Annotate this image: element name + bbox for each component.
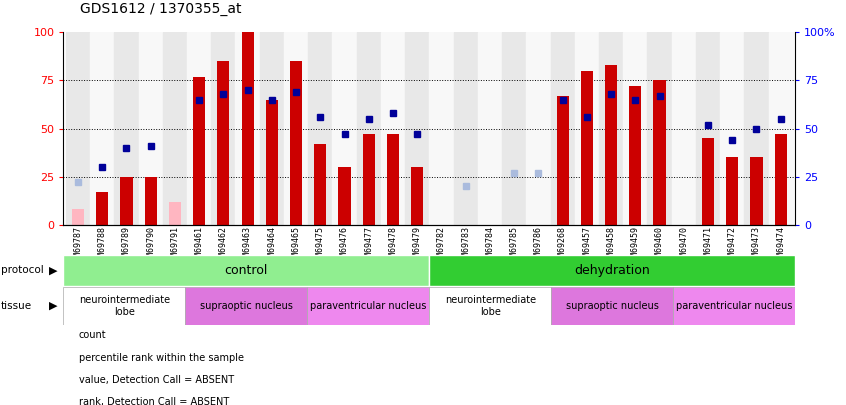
Text: percentile rank within the sample: percentile rank within the sample: [79, 353, 244, 362]
Bar: [381, 32, 405, 225]
Bar: [212, 32, 235, 225]
Bar: [429, 287, 552, 325]
Bar: [551, 32, 574, 225]
Bar: [478, 32, 502, 225]
Text: neurointermediate
lobe: neurointermediate lobe: [445, 295, 536, 317]
Bar: [284, 32, 308, 225]
Bar: [720, 32, 744, 225]
Bar: [526, 32, 551, 225]
Bar: [750, 158, 762, 225]
Text: paraventricular nucleus: paraventricular nucleus: [676, 301, 793, 311]
Bar: [696, 32, 720, 225]
Bar: [120, 177, 133, 225]
Bar: [557, 96, 569, 225]
Text: rank, Detection Call = ABSENT: rank, Detection Call = ABSENT: [79, 397, 229, 405]
Text: paraventricular nucleus: paraventricular nucleus: [310, 301, 426, 311]
Bar: [72, 209, 84, 225]
Bar: [162, 32, 187, 225]
Bar: [726, 158, 739, 225]
Bar: [552, 287, 673, 325]
Bar: [768, 32, 793, 225]
Bar: [673, 287, 795, 325]
Bar: [387, 134, 399, 225]
Bar: [599, 32, 624, 225]
Bar: [290, 61, 302, 225]
Text: GDS1612 / 1370355_at: GDS1612 / 1370355_at: [80, 2, 242, 16]
Bar: [307, 287, 429, 325]
Text: protocol: protocol: [1, 265, 44, 275]
Bar: [363, 134, 375, 225]
Bar: [357, 32, 381, 225]
Bar: [242, 32, 254, 225]
Text: control: control: [225, 264, 268, 277]
Bar: [574, 32, 599, 225]
Bar: [581, 71, 593, 225]
Bar: [624, 32, 647, 225]
Bar: [647, 32, 672, 225]
Bar: [502, 32, 526, 225]
Bar: [672, 32, 696, 225]
Text: supraoptic nucleus: supraoptic nucleus: [566, 301, 659, 311]
Bar: [217, 61, 229, 225]
Bar: [405, 32, 429, 225]
Bar: [605, 65, 617, 225]
Bar: [235, 32, 260, 225]
Bar: [145, 177, 157, 225]
Bar: [429, 32, 453, 225]
Bar: [653, 81, 666, 225]
Text: ▶: ▶: [49, 265, 58, 275]
Bar: [63, 287, 185, 325]
Bar: [66, 32, 91, 225]
Bar: [63, 255, 429, 286]
Bar: [260, 32, 284, 225]
Text: tissue: tissue: [1, 301, 32, 311]
Bar: [91, 32, 114, 225]
Bar: [775, 134, 787, 225]
Text: count: count: [79, 330, 107, 340]
Bar: [114, 32, 139, 225]
Bar: [338, 167, 350, 225]
Bar: [314, 144, 327, 225]
Bar: [332, 32, 357, 225]
Text: ▶: ▶: [49, 301, 58, 311]
Bar: [139, 32, 162, 225]
Bar: [187, 32, 212, 225]
Bar: [308, 32, 332, 225]
Text: dehydration: dehydration: [574, 264, 651, 277]
Bar: [266, 100, 277, 225]
Bar: [702, 138, 714, 225]
Text: neurointermediate
lobe: neurointermediate lobe: [79, 295, 170, 317]
Bar: [411, 167, 423, 225]
Bar: [453, 32, 478, 225]
Bar: [429, 255, 795, 286]
Bar: [185, 287, 307, 325]
Bar: [96, 192, 108, 225]
Bar: [744, 32, 768, 225]
Bar: [629, 86, 641, 225]
Text: value, Detection Call = ABSENT: value, Detection Call = ABSENT: [79, 375, 233, 385]
Text: supraoptic nucleus: supraoptic nucleus: [200, 301, 293, 311]
Bar: [169, 202, 181, 225]
Bar: [193, 77, 206, 225]
